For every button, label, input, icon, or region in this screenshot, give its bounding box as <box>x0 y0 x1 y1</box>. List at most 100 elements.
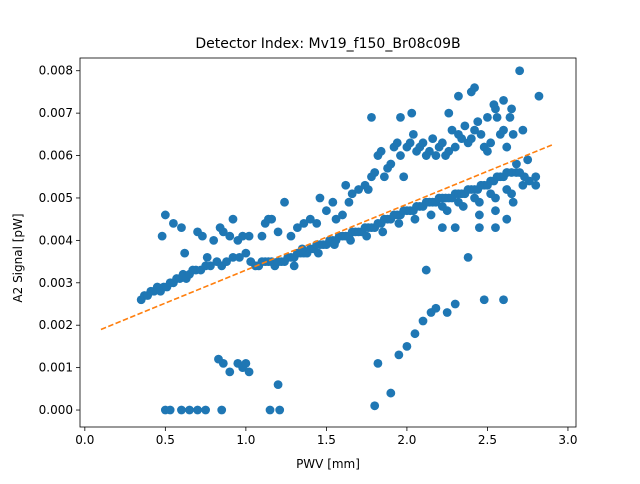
data-point <box>177 223 186 233</box>
data-point <box>531 180 541 190</box>
y-tick-label: 0.001 <box>39 361 73 375</box>
data-point <box>425 146 434 156</box>
x-axis-label: PWV [mm] <box>296 457 360 471</box>
data-point <box>473 117 483 127</box>
data-point <box>378 227 388 237</box>
data-point <box>347 189 357 199</box>
data-point <box>408 129 418 139</box>
x-tick-label: 2.0 <box>397 433 416 447</box>
data-point <box>244 231 254 241</box>
data-point <box>265 405 275 415</box>
data-point <box>483 146 492 156</box>
data-point <box>228 252 238 262</box>
data-point <box>201 405 211 415</box>
data-point <box>275 405 285 415</box>
y-tick-label: 0.006 <box>39 149 73 163</box>
data-point <box>396 112 405 122</box>
data-point <box>454 197 463 207</box>
data-point <box>225 367 235 377</box>
data-point <box>437 138 447 148</box>
data-point <box>394 219 404 228</box>
data-point <box>444 108 454 118</box>
data-point <box>267 214 277 224</box>
data-point <box>483 112 492 122</box>
data-point <box>286 231 296 241</box>
data-point <box>241 358 251 368</box>
data-point <box>418 138 428 148</box>
data-point <box>330 240 339 250</box>
data-point <box>499 96 508 105</box>
data-point <box>218 227 228 237</box>
data-point <box>399 172 409 182</box>
data-point <box>470 193 479 203</box>
data-point <box>421 265 431 275</box>
data-point <box>328 197 338 207</box>
data-point <box>386 388 396 398</box>
data-point <box>410 329 420 339</box>
data-point <box>523 155 533 165</box>
y-axis-label: A2 Signal [pW] <box>11 213 25 302</box>
y-tick-label: 0.007 <box>39 106 73 120</box>
data-point <box>428 134 438 143</box>
data-point <box>185 405 194 415</box>
data-point <box>410 214 420 224</box>
data-point <box>225 231 235 241</box>
data-point <box>491 223 500 233</box>
data-point <box>454 91 463 101</box>
data-point <box>518 125 528 135</box>
y-tick-label: 0.000 <box>39 403 73 417</box>
data-point <box>363 185 373 194</box>
data-point <box>508 129 518 139</box>
data-point <box>431 151 441 160</box>
x-tick-label: 1.5 <box>317 433 336 447</box>
data-point <box>202 252 212 262</box>
data-point <box>177 405 186 415</box>
data-point <box>341 180 351 190</box>
data-point <box>344 197 354 207</box>
data-point <box>518 180 528 190</box>
data-point <box>534 91 544 101</box>
data-point <box>444 146 454 156</box>
data-point <box>491 206 500 216</box>
data-point <box>402 342 412 351</box>
data-point <box>508 197 518 207</box>
data-point <box>206 261 215 271</box>
data-point <box>491 104 500 114</box>
data-point <box>499 295 508 305</box>
axes-frame <box>79 57 577 428</box>
data-point <box>315 193 325 203</box>
data-point <box>157 231 167 241</box>
data-point <box>293 223 302 233</box>
data-point <box>217 405 227 415</box>
chart-title: Detector Index: Mv19_f150_Br08c09B <box>195 36 460 52</box>
data-point <box>507 189 516 199</box>
data-point <box>470 83 479 93</box>
data-point <box>241 248 251 258</box>
data-point <box>499 125 508 135</box>
data-point <box>396 151 405 160</box>
data-point <box>257 231 267 241</box>
data-point <box>165 405 175 415</box>
data-point <box>407 108 417 118</box>
data-point <box>474 223 484 233</box>
data-point <box>447 125 457 135</box>
data-point <box>450 142 460 152</box>
data-point <box>169 219 178 228</box>
y-tick-label: 0.002 <box>39 318 73 332</box>
data-point <box>394 350 404 360</box>
data-point <box>442 308 452 317</box>
data-point <box>486 138 496 148</box>
data-point <box>289 261 299 271</box>
data-point <box>160 210 170 220</box>
data-point <box>367 112 376 122</box>
data-point <box>370 168 380 177</box>
data-point <box>180 248 190 258</box>
data-point <box>346 235 355 245</box>
data-point <box>426 210 436 220</box>
data-point <box>466 134 476 143</box>
data-point <box>354 185 363 194</box>
data-point <box>474 210 484 220</box>
x-tick-label: 0.5 <box>156 433 175 447</box>
